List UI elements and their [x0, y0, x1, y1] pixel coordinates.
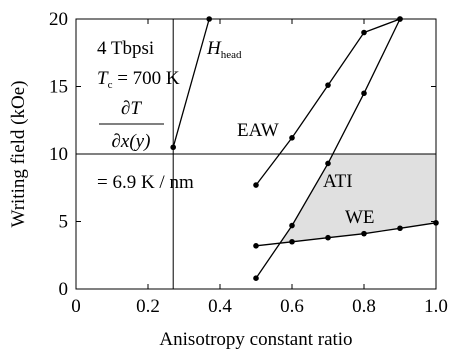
data-point-eaw: [325, 82, 331, 88]
series-points: [170, 16, 439, 282]
data-point-ati: [253, 275, 259, 282]
x-tick-label: 0.8: [352, 296, 376, 317]
gradient-numerator: ∂T: [121, 98, 142, 119]
y-tick-label: 0: [59, 279, 69, 300]
series-label-eaw: EAW: [237, 120, 279, 141]
x-tick-label: 0: [71, 296, 81, 317]
y-axis-title: Writing field (kOe): [8, 81, 29, 228]
annotation-density: 4 Tbpsi: [97, 38, 154, 59]
series-label-we: WE: [345, 207, 375, 228]
data-point-we: [397, 225, 403, 232]
axis-ticks: [75, 18, 437, 290]
data-point-we: [433, 220, 439, 226]
data-point-h-head: [170, 144, 176, 151]
y-tick-label: 15: [49, 77, 68, 98]
y-tick-label: 20: [49, 9, 68, 30]
x-tick-label: 1.0: [424, 296, 448, 317]
series-line-we: [255, 222, 437, 247]
shaded-region: [280, 154, 436, 244]
annotation-hhead: Hhead: [206, 38, 242, 61]
data-point-h-head: [206, 16, 212, 22]
data-point-ati: [325, 160, 331, 167]
data-point-we: [289, 238, 295, 245]
x-tick-label: 0.4: [208, 296, 232, 317]
hhead-subscript: head: [221, 49, 242, 61]
data-point-we: [325, 234, 331, 241]
series-label-ati: ATI: [323, 171, 353, 192]
annotation-tc: Tc = 700 K: [97, 68, 180, 91]
gradient-value: = 6.9 K / nm: [97, 172, 194, 193]
data-point-ati: [289, 222, 295, 229]
gradient-denominator: ∂x(y): [112, 131, 151, 152]
data-point-we: [253, 243, 259, 249]
data-point-we: [361, 230, 367, 237]
tc-symbol: T: [97, 68, 109, 89]
tc-value: = 700 K: [112, 68, 179, 89]
data-point-ati: [397, 16, 403, 22]
x-tick-label: 0.2: [136, 296, 160, 317]
tick-labels: 0 0.2 0.4 0.6 0.8 1.0 0 5 10 15 20: [49, 9, 448, 317]
tc-subscript: c: [108, 79, 113, 91]
y-tick-label: 10: [49, 144, 68, 165]
data-point-eaw: [289, 135, 295, 141]
data-point-eaw: [253, 182, 259, 188]
data-point-eaw: [361, 29, 367, 36]
y-tick-label: 5: [59, 212, 69, 233]
data-point-ati: [361, 90, 367, 97]
series-line-h-head: [172, 18, 210, 148]
x-axis-title: Anisotropy constant ratio: [159, 329, 352, 350]
hhead-symbol: H: [206, 38, 222, 59]
reference-lines: [76, 19, 436, 289]
x-tick-label: 0.6: [280, 296, 304, 317]
